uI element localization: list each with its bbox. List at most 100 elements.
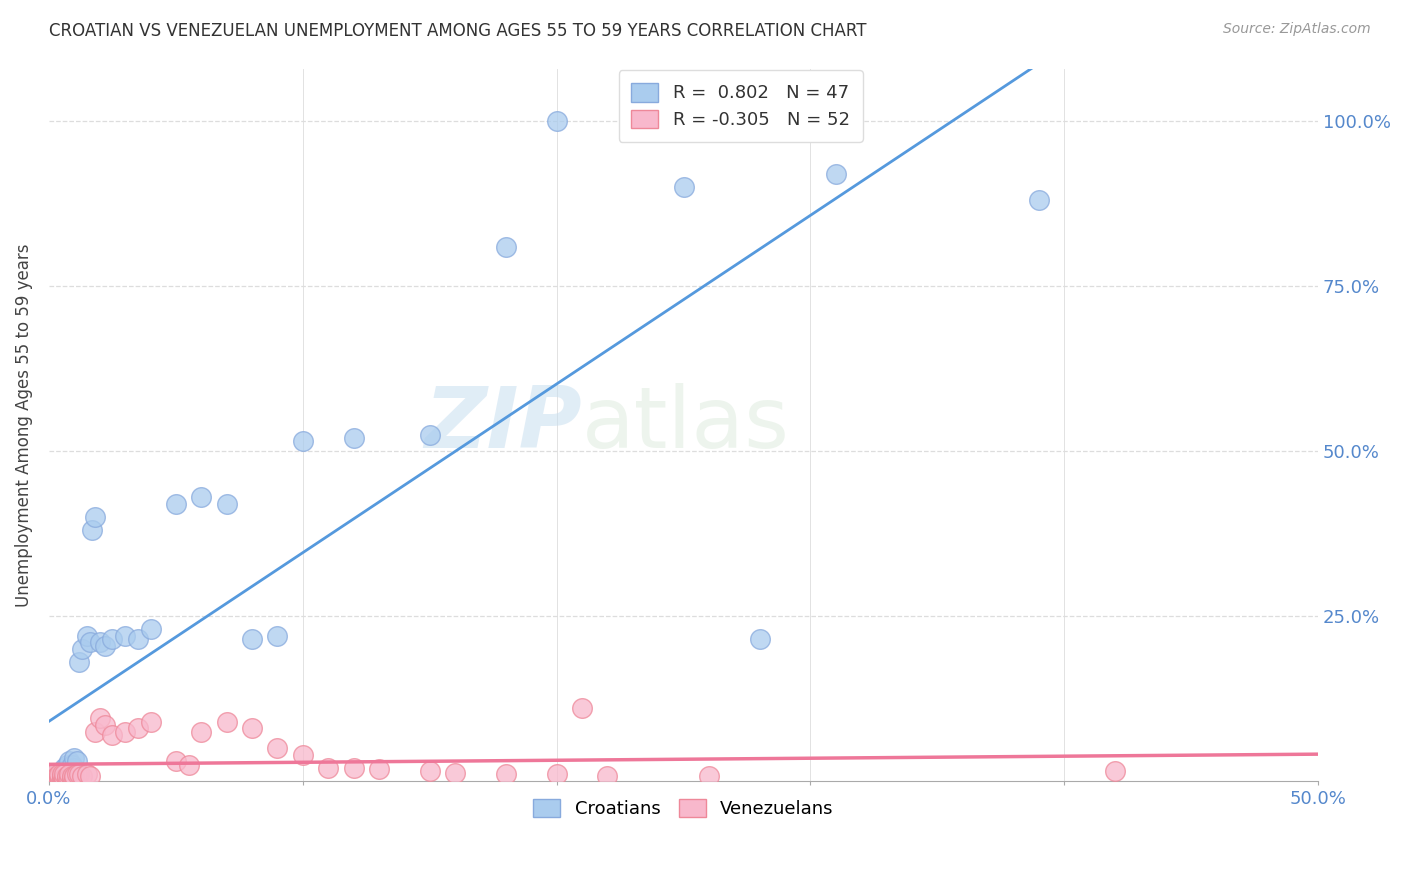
Point [266,629,288,643]
Point [240,721,263,735]
Point [240,632,263,647]
Point [546,114,568,128]
Point [60,757,83,772]
Point [42,767,65,781]
Text: atlas: atlas [582,384,790,467]
Point [63,771,86,785]
Point [127,721,149,735]
Point [48,771,70,785]
Point [58,767,80,781]
Point [83,510,105,524]
Point [177,757,200,772]
Point [79,769,101,783]
Text: Source: ZipAtlas.com: Source: ZipAtlas.com [1223,22,1371,37]
Point [60,771,83,785]
Point [58,771,80,785]
Point [48,769,70,783]
Point [51,771,73,785]
Point [51,771,73,785]
Point [63,761,86,775]
Point [67,767,90,781]
Point [127,632,149,647]
Point [70,642,93,657]
Point [672,180,695,194]
Point [697,769,720,783]
Point [291,747,314,762]
Point [824,167,846,181]
Point [51,767,73,781]
Point [58,761,80,775]
Point [51,769,73,783]
Point [41,771,63,785]
Point [165,754,187,768]
Point [596,769,619,783]
Point [139,714,162,729]
Point [67,655,90,669]
Point [316,761,339,775]
Point [41,771,63,785]
Point [58,754,80,768]
Point [79,635,101,649]
Point [45,771,67,785]
Point [368,762,391,776]
Point [89,711,111,725]
Point [42,769,65,783]
Point [55,771,77,785]
Point [58,762,80,776]
Point [215,714,238,729]
Point [42,771,65,785]
Point [571,701,593,715]
Point [495,767,517,781]
Point [41,769,63,783]
Point [139,622,162,636]
Point [215,497,238,511]
Point [101,728,124,742]
Point [63,769,86,783]
Point [94,639,117,653]
Point [76,767,98,781]
Point [165,497,187,511]
Point [495,240,517,254]
Point [342,431,364,445]
Point [42,771,65,785]
Point [89,635,111,649]
Point [55,764,77,778]
Point [546,767,568,781]
Point [53,767,76,781]
Point [114,629,136,643]
Text: ZIP: ZIP [425,384,582,467]
Point [48,767,70,781]
Point [45,769,67,783]
Point [70,769,93,783]
Point [190,491,212,505]
Point [444,766,467,780]
Point [53,771,76,785]
Text: CROATIAN VS VENEZUELAN UNEMPLOYMENT AMONG AGES 55 TO 59 YEARS CORRELATION CHART: CROATIAN VS VENEZUELAN UNEMPLOYMENT AMON… [49,22,866,40]
Point [190,724,212,739]
Point [83,724,105,739]
Point [291,434,314,449]
Point [66,754,89,768]
Point [266,741,288,756]
Point [419,427,441,442]
Point [82,524,104,538]
Point [1104,764,1126,778]
Point [51,764,73,778]
Point [55,757,77,772]
Point [45,771,67,785]
Point [48,771,70,785]
Point [101,632,124,647]
Point [76,629,98,643]
Y-axis label: Unemployment Among Ages 55 to 59 years: Unemployment Among Ages 55 to 59 years [15,243,32,607]
Point [94,718,117,732]
Point [53,767,76,781]
Point [342,761,364,775]
Point [53,761,76,775]
Legend: Croatians, Venezuelans: Croatians, Venezuelans [526,791,841,825]
Point [45,767,67,781]
Point [48,767,70,781]
Point [51,769,73,783]
Point [55,769,77,783]
Point [114,724,136,739]
Point [748,632,770,647]
